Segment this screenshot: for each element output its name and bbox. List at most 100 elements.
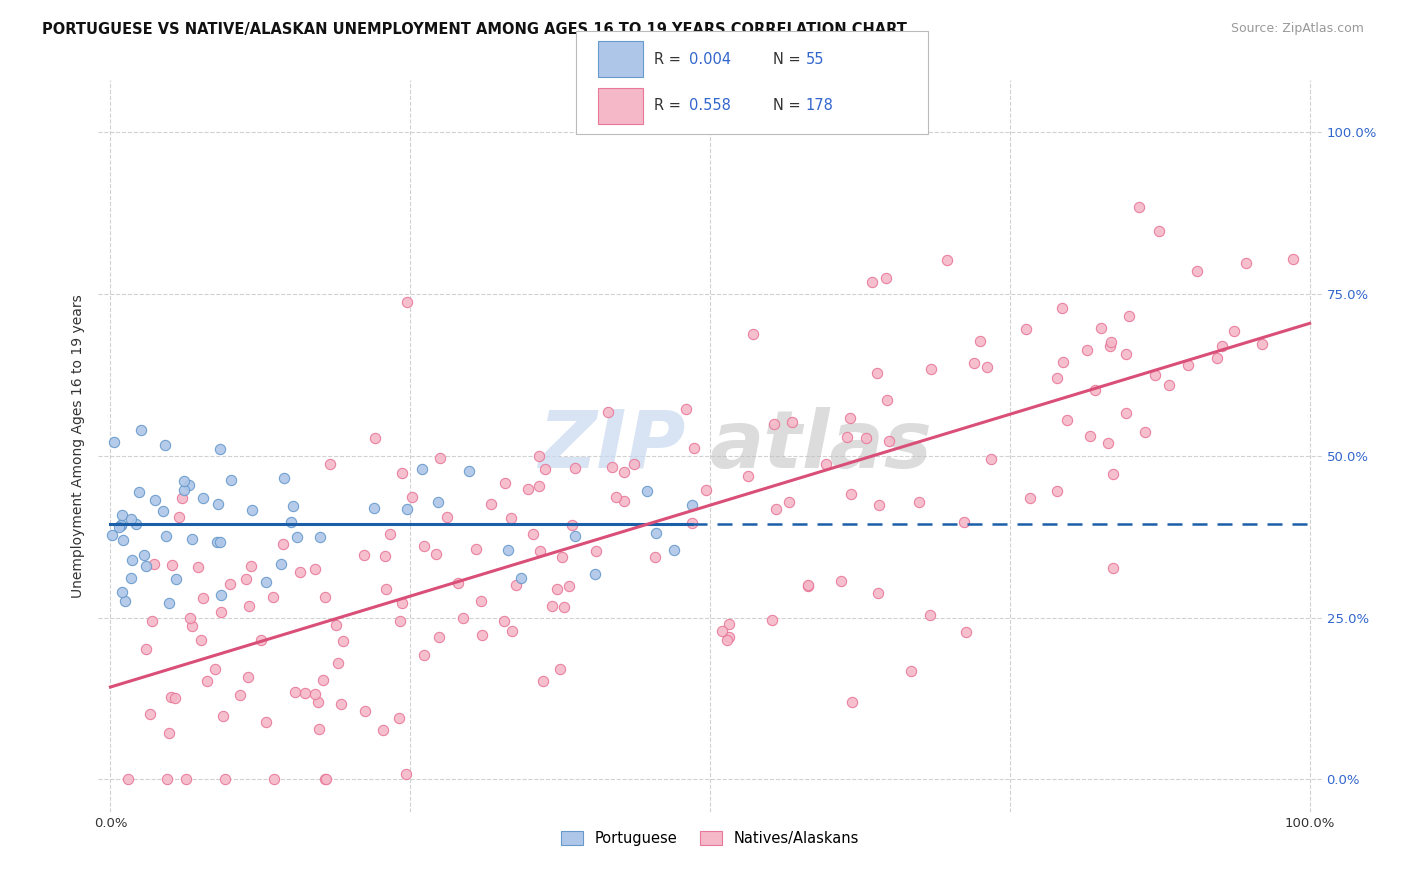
Point <box>458 464 481 478</box>
Point <box>866 366 889 380</box>
Point <box>1015 322 1038 336</box>
Point <box>304 687 326 701</box>
Point <box>465 541 488 556</box>
Point <box>157 596 180 610</box>
Point <box>179 478 201 492</box>
Point <box>208 535 231 549</box>
Point <box>494 475 516 490</box>
Point <box>1205 351 1227 366</box>
Point <box>1046 484 1069 499</box>
Point <box>181 533 204 547</box>
Point <box>534 462 557 476</box>
Point <box>613 465 636 479</box>
Point <box>501 624 523 639</box>
Point <box>494 615 516 629</box>
Point <box>263 772 285 787</box>
Point <box>602 460 624 475</box>
Point <box>363 500 385 515</box>
Point <box>254 714 277 729</box>
Point <box>681 498 703 512</box>
Point <box>564 461 586 475</box>
Point <box>218 576 240 591</box>
Point <box>1018 491 1040 505</box>
Point <box>797 577 820 591</box>
Point <box>120 512 142 526</box>
Point <box>374 549 396 563</box>
Point <box>1236 255 1258 269</box>
Point <box>737 468 759 483</box>
Point <box>585 543 607 558</box>
Point <box>285 530 308 544</box>
Point <box>180 619 202 633</box>
Point <box>1076 343 1098 358</box>
Point <box>204 662 226 676</box>
Point <box>718 631 741 645</box>
Text: atlas: atlas <box>710 407 932 485</box>
Point <box>294 686 316 700</box>
Point <box>411 462 433 476</box>
Point <box>190 632 212 647</box>
Point <box>1099 338 1122 352</box>
Point <box>191 491 214 505</box>
Point <box>529 543 551 558</box>
Point <box>174 772 197 787</box>
Point <box>875 271 897 285</box>
Point <box>179 611 201 625</box>
Point <box>1211 339 1233 353</box>
Point <box>165 572 187 586</box>
Point <box>548 663 571 677</box>
Point <box>918 608 941 623</box>
Text: 0.004: 0.004 <box>689 52 731 67</box>
Point <box>236 670 259 684</box>
Point <box>561 517 583 532</box>
Point <box>780 415 803 429</box>
Point <box>778 494 800 508</box>
Point <box>763 417 786 431</box>
Point <box>187 559 209 574</box>
Point <box>815 457 838 471</box>
Point <box>395 295 418 310</box>
Text: R =: R = <box>654 52 681 67</box>
Point <box>1102 561 1125 575</box>
Point <box>314 772 336 787</box>
Point <box>117 772 139 787</box>
Point <box>1135 425 1157 440</box>
Point <box>254 575 277 590</box>
Point <box>311 673 333 687</box>
Point <box>761 613 783 627</box>
Point <box>1115 347 1137 361</box>
Point <box>413 539 436 553</box>
Point <box>550 549 572 564</box>
Y-axis label: Unemployment Among Ages 16 to 19 years: Unemployment Among Ages 16 to 19 years <box>70 294 84 598</box>
Point <box>329 697 352 711</box>
Point <box>1097 436 1119 450</box>
Point <box>205 535 228 549</box>
Point <box>169 510 191 524</box>
Point <box>353 704 375 718</box>
Point <box>1251 336 1274 351</box>
Point <box>1147 224 1170 238</box>
Point <box>470 594 492 608</box>
Point <box>1115 406 1137 420</box>
Point <box>172 491 194 506</box>
Point <box>239 559 262 574</box>
Point <box>270 557 292 571</box>
Point <box>209 442 232 456</box>
Point <box>160 690 183 704</box>
Point <box>212 708 235 723</box>
Point <box>375 582 398 596</box>
Point <box>389 615 412 629</box>
Text: 55: 55 <box>806 52 824 67</box>
Point <box>509 571 531 585</box>
Point <box>124 517 146 532</box>
Point <box>156 772 179 787</box>
Point <box>1118 309 1140 323</box>
Point <box>371 723 394 738</box>
Point <box>936 252 959 267</box>
Point <box>980 452 1002 467</box>
Point <box>413 648 436 662</box>
Text: PORTUGUESE VS NATIVE/ALASKAN UNEMPLOYMENT AMONG AGES 16 TO 19 YEARS CORRELATION : PORTUGUESE VS NATIVE/ALASKAN UNEMPLOYMEN… <box>42 22 907 37</box>
Point <box>1159 377 1181 392</box>
Point <box>564 529 586 543</box>
Point <box>1143 368 1166 383</box>
